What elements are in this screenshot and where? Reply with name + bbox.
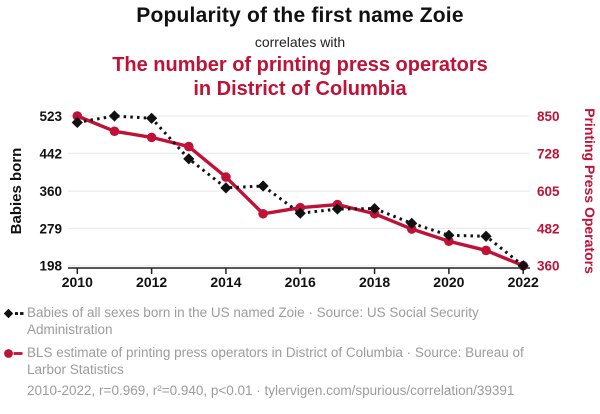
data-point-zoie	[257, 180, 269, 192]
black-dashed-diamond-legend-icon	[4, 308, 24, 319]
chart-connector-text: correlates with	[254, 34, 346, 50]
data-point-zoie	[443, 229, 455, 241]
x-tick-label: 2010	[62, 274, 93, 290]
data-point-zoie	[480, 230, 492, 242]
data-point-printers	[72, 111, 83, 121]
line-chart-plot: 2010 2012 2014 2016 2018 2020 2022 523 442 360 279…	[8, 108, 598, 290]
left-tick-label: 523	[39, 109, 62, 124]
right-axis-title: Printing Press Operators	[582, 108, 598, 274]
legend-label-printers: BLS estimate of printing press operators…	[27, 345, 524, 377]
right-tick-label: 605	[537, 184, 560, 199]
legend: Babies of all sexes born in the US named…	[4, 304, 596, 384]
data-point-zoie	[183, 153, 195, 165]
data-point-printers	[109, 126, 120, 137]
left-tick-label: 360	[39, 184, 62, 199]
x-tick-label: 2016	[285, 274, 316, 290]
x-tick-label: 2020	[433, 274, 464, 290]
subtitle-line-2: in District of Columbia	[193, 78, 407, 100]
data-point-printers	[481, 245, 491, 256]
data-point-zoie	[146, 112, 158, 124]
data-point-zoie	[220, 182, 232, 194]
data-point-zoie	[71, 116, 83, 129]
legend-item-printers: BLS estimate of printing press operators…	[4, 344, 596, 378]
left-tick-label: 198	[39, 259, 62, 274]
data-point-zoie	[331, 203, 344, 215]
data-point-printers	[183, 141, 194, 152]
data-point-printers	[444, 236, 454, 247]
left-tick-label: 279	[39, 221, 62, 236]
red-solid-circle-legend-icon	[4, 349, 23, 358]
right-tick-label: 850	[537, 109, 560, 124]
data-point-zoie	[294, 207, 306, 219]
data-point-zoie	[108, 110, 121, 122]
legend-label-zoie: Babies of all sexes born in the US named…	[27, 305, 479, 337]
x-tick-label: 2012	[136, 274, 167, 290]
chart-title: Popularity of the first name Zoie	[136, 4, 464, 27]
x-tick-label: 2018	[359, 274, 390, 290]
x-tick-label: 2014	[210, 274, 241, 290]
right-tick-label: 360	[537, 259, 560, 274]
data-point-zoie	[517, 260, 529, 272]
data-point-zoie	[406, 217, 418, 229]
left-axis-title: Babies born	[8, 148, 25, 235]
left-tick-label: 442	[39, 146, 62, 161]
legend-item-zoie: Babies of all sexes born in the US named…	[4, 304, 596, 338]
right-tick-label: 728	[537, 146, 560, 161]
data-point-printers	[406, 224, 417, 234]
chart-subtitle: The number of printing press operators i…	[0, 53, 600, 101]
subtitle-line-1: The number of printing press operators	[112, 54, 488, 76]
stats-footer: 2010-2022, r=0.969, r²=0.940, p<0.01 · t…	[27, 383, 515, 398]
data-point-printers	[258, 208, 268, 219]
data-point-printers	[146, 132, 157, 143]
right-tick-label: 482	[537, 221, 560, 236]
x-tick-label: 2022	[508, 274, 539, 290]
data-point-printers	[221, 172, 231, 182]
